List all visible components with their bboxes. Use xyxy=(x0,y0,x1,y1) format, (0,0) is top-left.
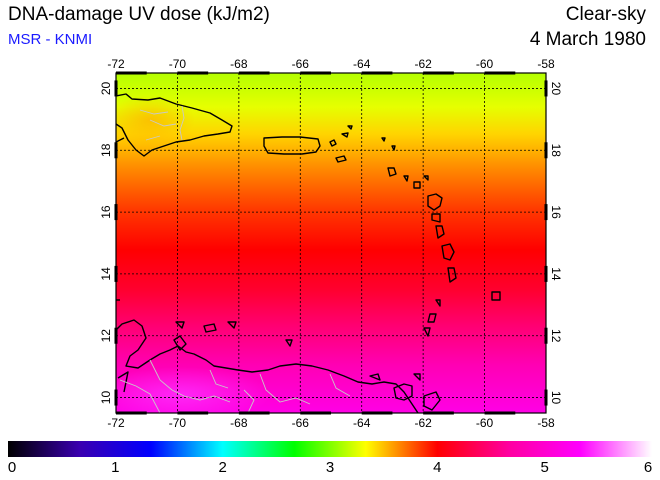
lat-tick-label-right: 14 xyxy=(549,267,563,281)
lat-tick-label-left: 16 xyxy=(99,205,113,219)
colorbar-tick-label: 0 xyxy=(7,459,17,476)
coastline-guadeloupe xyxy=(427,193,443,211)
lon-tick-label-top: -58 xyxy=(537,57,555,71)
coastline-martinique xyxy=(441,243,455,261)
coastline-puerto-rico xyxy=(263,136,321,155)
coastline-trinidad xyxy=(393,383,413,401)
lon-tick-label-top: -68 xyxy=(230,57,248,71)
lat-tick-label-right: 16 xyxy=(549,205,563,219)
lat-tick-label-left: 14 xyxy=(99,267,113,281)
lon-tick-label-bottom: -60 xyxy=(476,416,494,430)
lat-tick-label-right: 12 xyxy=(549,329,563,343)
lon-tick-label-top: -66 xyxy=(292,57,310,71)
lon-tick-label-top: -70 xyxy=(169,57,187,71)
coastline-hispaniola xyxy=(116,93,233,157)
lon-tick-label-bottom: -64 xyxy=(353,416,371,430)
coastline-south-america xyxy=(116,319,419,413)
lon-tick-label-bottom: -72 xyxy=(107,416,125,430)
colorbar-tick-label: 3 xyxy=(325,459,335,476)
colorbar xyxy=(8,441,652,457)
colorbar-tick-label: 2 xyxy=(218,459,227,476)
country-borders xyxy=(119,105,351,413)
lat-tick-label-left: 12 xyxy=(99,329,113,343)
colorbar-tick-label: 5 xyxy=(540,459,549,476)
lon-tick-label-bottom: -58 xyxy=(537,416,555,430)
lon-tick-label-bottom: -70 xyxy=(169,416,187,430)
lat-tick-label-right: 18 xyxy=(549,144,563,158)
colorbar-tick-label: 6 xyxy=(643,459,653,476)
colorbar-tick-label: 1 xyxy=(111,459,120,476)
tick-marks xyxy=(114,71,548,415)
sky-condition-label: Clear-sky xyxy=(565,4,646,25)
uv-hotspot-hispaniola xyxy=(116,95,195,145)
uv-dose-map: -72 -72 -70 -70 -68 -68 -66 -66 -64 -64 -62 -62 -60 -… xyxy=(99,57,563,430)
colorbar-tick-label: 4 xyxy=(433,459,442,476)
lon-tick-label-top: -72 xyxy=(107,57,125,71)
map-title: DNA-damage UV dose (kJ/m2) xyxy=(8,4,270,25)
lat-tick-label-right: 10 xyxy=(549,391,563,405)
date-label: 4 March 1980 xyxy=(529,29,646,50)
lat-tick-label-left: 10 xyxy=(99,391,113,405)
gridlines xyxy=(116,73,546,413)
lon-tick-label-top: -62 xyxy=(414,57,432,71)
lon-tick-label-top: -60 xyxy=(476,57,494,71)
lon-tick-label-top: -64 xyxy=(353,57,371,71)
uv-high-south xyxy=(116,367,270,413)
lat-tick-label-left: 18 xyxy=(99,143,113,157)
lat-tick-label-left: 20 xyxy=(99,81,113,95)
coastlines xyxy=(116,93,501,413)
lon-tick-label-bottom: -66 xyxy=(292,416,310,430)
source-label: MSR - KNMI xyxy=(8,31,93,48)
lat-tick-label-right: 20 xyxy=(549,82,563,96)
lon-tick-label-bottom: -62 xyxy=(414,416,432,430)
lon-tick-label-bottom: -68 xyxy=(230,416,248,430)
tick-labels: -72 -72 -70 -70 -68 -68 -66 -66 -64 -64 -62 -62 -60 -… xyxy=(99,57,563,430)
